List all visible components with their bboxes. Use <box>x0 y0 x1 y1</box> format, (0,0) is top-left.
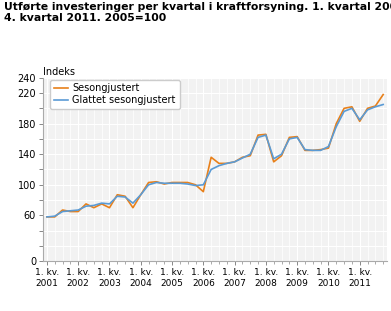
Sesongjustert <box>123 194 127 198</box>
Sesongjustert <box>318 148 323 151</box>
Sesongjustert <box>334 122 339 125</box>
Glattet sesongjustert <box>115 194 120 198</box>
Sesongjustert <box>52 215 57 219</box>
Glattet sesongjustert <box>217 164 221 168</box>
Glattet sesongjustert <box>201 183 206 187</box>
Sesongjustert <box>154 180 159 183</box>
Glattet sesongjustert <box>123 195 127 199</box>
Line: Sesongjustert: Sesongjustert <box>47 95 383 217</box>
Sesongjustert <box>303 149 307 152</box>
Glattet sesongjustert <box>248 152 253 156</box>
Glattet sesongjustert <box>193 184 198 188</box>
Line: Glattet sesongjustert: Glattet sesongjustert <box>47 104 383 217</box>
Text: Utførte investeringer per kvartal i kraftforsyning. 1. kvartal 2001-
4. kvartal : Utførte investeringer per kvartal i kraf… <box>4 2 391 23</box>
Glattet sesongjustert <box>365 108 370 112</box>
Glattet sesongjustert <box>310 149 315 152</box>
Glattet sesongjustert <box>271 157 276 161</box>
Glattet sesongjustert <box>107 202 112 206</box>
Glattet sesongjustert <box>240 156 245 160</box>
Sesongjustert <box>91 206 96 210</box>
Sesongjustert <box>248 154 253 158</box>
Glattet sesongjustert <box>256 136 260 139</box>
Sesongjustert <box>146 181 151 184</box>
Sesongjustert <box>131 206 135 210</box>
Glattet sesongjustert <box>279 152 284 156</box>
Sesongjustert <box>271 160 276 164</box>
Glattet sesongjustert <box>84 204 88 208</box>
Glattet sesongjustert <box>154 181 159 184</box>
Glattet sesongjustert <box>334 125 339 128</box>
Sesongjustert <box>107 206 112 210</box>
Sesongjustert <box>60 208 65 212</box>
Sesongjustert <box>373 104 378 108</box>
Sesongjustert <box>357 119 362 123</box>
Sesongjustert <box>185 181 190 184</box>
Sesongjustert <box>162 182 167 186</box>
Glattet sesongjustert <box>373 105 378 109</box>
Legend: Sesongjustert, Glattet sesongjustert: Sesongjustert, Glattet sesongjustert <box>50 80 179 109</box>
Sesongjustert <box>365 106 370 110</box>
Glattet sesongjustert <box>131 201 135 205</box>
Glattet sesongjustert <box>91 204 96 207</box>
Sesongjustert <box>45 215 49 219</box>
Glattet sesongjustert <box>295 136 300 139</box>
Glattet sesongjustert <box>170 181 174 185</box>
Glattet sesongjustert <box>232 160 237 164</box>
Sesongjustert <box>209 156 213 159</box>
Sesongjustert <box>193 183 198 187</box>
Glattet sesongjustert <box>224 161 229 165</box>
Sesongjustert <box>170 181 174 184</box>
Sesongjustert <box>68 210 73 213</box>
Glattet sesongjustert <box>52 214 57 218</box>
Glattet sesongjustert <box>264 133 268 137</box>
Sesongjustert <box>99 202 104 206</box>
Sesongjustert <box>264 132 268 136</box>
Glattet sesongjustert <box>303 148 307 151</box>
Sesongjustert <box>326 146 331 150</box>
Sesongjustert <box>217 161 221 165</box>
Glattet sesongjustert <box>185 182 190 186</box>
Glattet sesongjustert <box>357 118 362 122</box>
Glattet sesongjustert <box>381 103 386 106</box>
Glattet sesongjustert <box>350 106 354 110</box>
Sesongjustert <box>310 149 315 152</box>
Sesongjustert <box>115 193 120 197</box>
Sesongjustert <box>256 133 260 137</box>
Sesongjustert <box>342 106 346 110</box>
Sesongjustert <box>232 160 237 164</box>
Glattet sesongjustert <box>138 193 143 197</box>
Glattet sesongjustert <box>178 181 182 185</box>
Glattet sesongjustert <box>60 210 65 213</box>
Sesongjustert <box>350 105 354 109</box>
Glattet sesongjustert <box>68 209 73 213</box>
Sesongjustert <box>84 202 88 206</box>
Sesongjustert <box>279 154 284 158</box>
Sesongjustert <box>201 190 206 193</box>
Sesongjustert <box>240 156 245 159</box>
Sesongjustert <box>178 181 182 184</box>
Glattet sesongjustert <box>342 109 346 113</box>
Glattet sesongjustert <box>287 137 292 141</box>
Sesongjustert <box>76 210 81 213</box>
Sesongjustert <box>138 193 143 197</box>
Glattet sesongjustert <box>45 215 49 219</box>
Glattet sesongjustert <box>146 183 151 187</box>
Glattet sesongjustert <box>99 201 104 205</box>
Glattet sesongjustert <box>162 181 167 185</box>
Sesongjustert <box>224 161 229 165</box>
Glattet sesongjustert <box>76 208 81 212</box>
Sesongjustert <box>287 136 292 139</box>
Glattet sesongjustert <box>318 149 323 152</box>
Glattet sesongjustert <box>209 168 213 171</box>
Glattet sesongjustert <box>326 145 331 148</box>
Sesongjustert <box>381 93 386 96</box>
Text: Indeks: Indeks <box>43 67 75 77</box>
Sesongjustert <box>295 135 300 138</box>
